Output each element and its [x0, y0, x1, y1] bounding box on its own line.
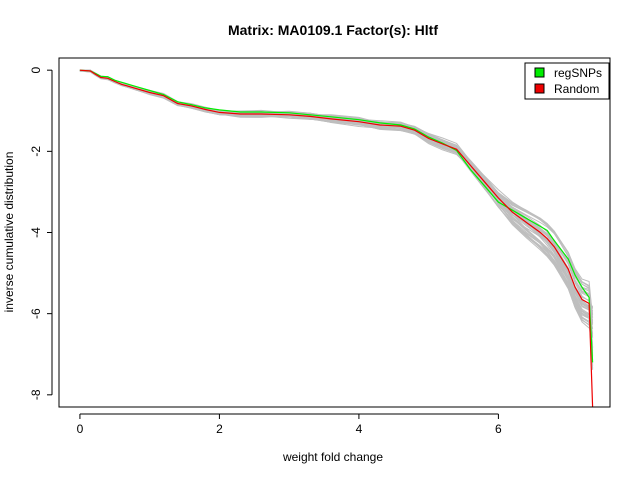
background-line — [79, 70, 594, 323]
plot-frame — [58, 57, 611, 408]
y-tick-label: -2 — [29, 146, 43, 157]
legend-swatch-random — [534, 83, 545, 94]
background-line — [79, 70, 594, 329]
background-line — [79, 69, 594, 351]
background-line — [79, 69, 594, 329]
axes: 0 2 4 6 0 -2 -4 -6 -8 — [29, 67, 502, 436]
x-tick-label: 6 — [495, 422, 502, 436]
legend-label-random: Random — [554, 82, 599, 96]
legend: regSNPs Random — [524, 62, 610, 100]
x-tick-label: 0 — [77, 422, 84, 436]
chart-title: Matrix: MA0109.1 Factor(s): Hltf — [228, 22, 438, 38]
y-tick-label: 0 — [29, 67, 43, 74]
background-line — [79, 69, 593, 330]
background-line — [79, 70, 594, 337]
x-tick-label: 4 — [356, 422, 363, 436]
background-line — [79, 69, 594, 325]
y-axis-label: inverse cumulative distribution — [2, 152, 16, 313]
y-tick-label: -6 — [29, 308, 43, 319]
background-line — [79, 70, 594, 324]
series-lines — [79, 69, 594, 408]
background-line — [79, 70, 594, 335]
background-line — [79, 69, 594, 326]
background-line — [79, 69, 594, 321]
background-line — [79, 70, 594, 316]
background-line — [79, 69, 593, 312]
background-line — [79, 69, 594, 365]
y-tick-label: -4 — [29, 227, 43, 238]
background-line — [79, 69, 594, 324]
background-line — [79, 69, 594, 318]
background-line — [79, 70, 594, 322]
background-simulation-lines — [79, 69, 594, 370]
y-tick-label: -8 — [29, 389, 43, 400]
series-line-random — [79, 69, 594, 408]
background-line — [79, 69, 594, 321]
x-tick-label: 2 — [216, 422, 223, 436]
background-line — [79, 69, 593, 315]
background-line — [79, 69, 594, 326]
background-line — [79, 70, 594, 322]
x-axis-label: weight fold change — [282, 450, 383, 464]
legend-swatch-regsnps — [534, 67, 545, 78]
legend-label-regsnps: regSNPs — [554, 66, 602, 80]
series-line-regsnps — [79, 69, 594, 363]
background-line — [79, 69, 594, 315]
